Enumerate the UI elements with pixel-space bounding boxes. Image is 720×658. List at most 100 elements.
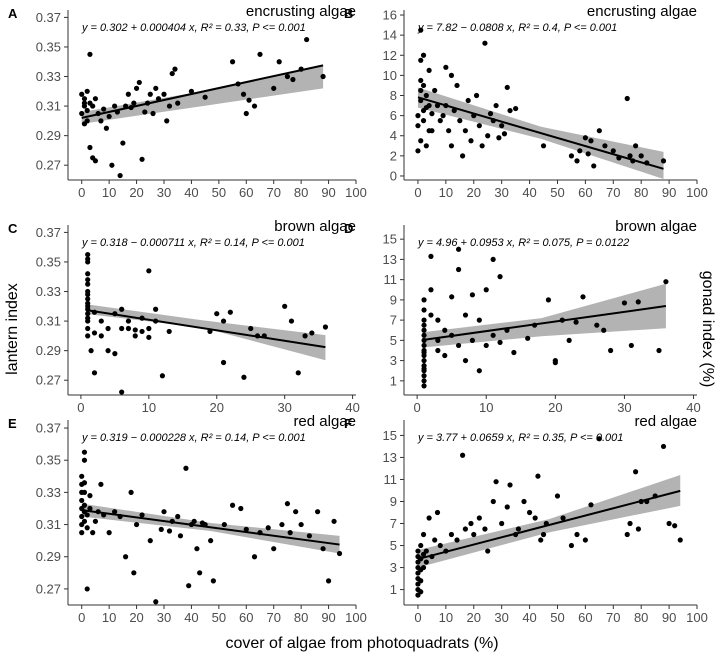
data-point: [271, 546, 277, 552]
data-point: [147, 538, 153, 544]
data-point: [421, 378, 427, 384]
data-point: [112, 509, 118, 515]
x-tick-label: 30: [157, 185, 171, 200]
x-tick-label: 90: [321, 185, 335, 200]
data-point: [98, 118, 104, 124]
data-point: [248, 325, 254, 332]
data-point: [125, 91, 131, 97]
data-point: [161, 509, 167, 515]
confidence-band: [422, 283, 666, 348]
data-point: [429, 128, 435, 134]
data-point: [469, 292, 476, 298]
data-point: [119, 306, 125, 312]
data-point: [85, 300, 91, 306]
data-point: [91, 330, 98, 336]
data-point: [490, 332, 496, 338]
data-point: [81, 100, 88, 106]
data-point: [545, 297, 552, 303]
data-point: [476, 317, 482, 323]
data-point: [271, 85, 277, 91]
x-tick-label: 70: [266, 185, 280, 200]
data-point: [471, 531, 477, 538]
data-point: [243, 110, 249, 117]
y-tick-label: 11: [384, 272, 398, 287]
data-point: [437, 542, 443, 549]
data-point: [448, 143, 455, 149]
panel-title: brown algae: [274, 218, 356, 235]
data-point: [421, 307, 427, 313]
data-point: [482, 526, 488, 532]
data-point: [202, 94, 208, 100]
data-point: [265, 525, 271, 531]
data-point: [128, 489, 134, 495]
data-point: [446, 128, 452, 134]
y-tick-label: 7: [390, 516, 397, 531]
data-point: [462, 128, 468, 134]
data-point: [435, 317, 441, 323]
data-point: [309, 330, 315, 336]
regression-equation: y = 0.319 − 0.000228 x, R² = 0.14, P <= …: [81, 432, 306, 444]
data-point: [624, 95, 630, 102]
y-tick-label: 15: [383, 232, 397, 247]
data-point: [515, 526, 522, 532]
x-tick-label: 0: [414, 610, 421, 625]
x-tick-label: 30: [157, 610, 171, 625]
data-point: [627, 153, 633, 159]
data-point: [499, 520, 505, 527]
data-point: [624, 531, 630, 538]
data-point: [568, 542, 575, 549]
x-tick-label: 20: [467, 610, 481, 625]
data-point: [91, 370, 98, 376]
data-point: [84, 107, 90, 114]
data-point: [423, 559, 429, 565]
data-point: [574, 531, 580, 538]
data-point: [426, 102, 432, 109]
data-point: [238, 505, 244, 512]
data-point: [183, 465, 189, 471]
y-tick-label: 0.27: [36, 581, 61, 596]
x-tick-label: 10: [142, 400, 156, 415]
data-point: [420, 82, 427, 89]
data-point: [672, 523, 678, 529]
x-tick-label: 60: [578, 185, 592, 200]
data-point: [418, 87, 424, 94]
data-point: [663, 279, 669, 285]
x-tick-label: 50: [212, 185, 226, 200]
data-point: [105, 325, 111, 332]
data-point: [442, 327, 448, 333]
data-point: [117, 172, 123, 179]
data-point: [188, 88, 195, 94]
data-point: [112, 351, 118, 357]
data-point: [628, 342, 634, 349]
data-point: [131, 570, 137, 576]
x-tick-label: 0: [77, 400, 84, 415]
x-tick-label: 50: [550, 185, 564, 200]
data-point: [293, 509, 299, 515]
data-point: [476, 368, 482, 374]
data-point: [476, 123, 482, 129]
data-point: [582, 537, 588, 543]
data-point: [172, 66, 178, 72]
data-point: [585, 151, 591, 157]
data-point: [580, 294, 586, 300]
x-tick-label: 100: [345, 610, 367, 625]
data-point: [191, 518, 197, 524]
data-point: [306, 533, 312, 539]
data-point: [462, 357, 469, 364]
data-point: [98, 318, 104, 324]
data-point: [596, 436, 602, 442]
data-point: [574, 158, 580, 164]
data-point: [420, 564, 427, 571]
data-point: [421, 317, 427, 323]
data-point: [627, 520, 633, 527]
data-point: [241, 374, 247, 380]
data-point: [79, 497, 85, 504]
data-point: [666, 520, 672, 527]
data-point: [428, 312, 434, 318]
x-tick-label: 40: [522, 185, 536, 200]
panel-a: 0 10 20 30 40 50 60 70 80 90 100 0.27 0.29 0.31 0.33 0.…: [8, 3, 367, 200]
data-point: [428, 287, 434, 293]
data-point: [507, 482, 513, 488]
data-point: [320, 546, 326, 552]
data-point: [85, 315, 91, 321]
